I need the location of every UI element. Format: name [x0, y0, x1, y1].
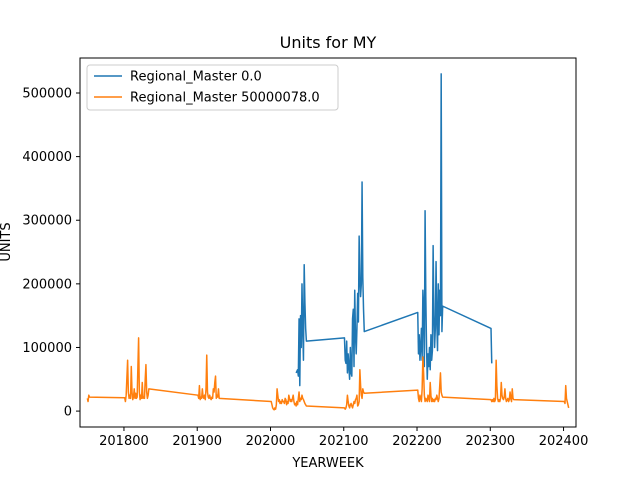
- legend: Regional_Master 0.0 Regional_Master 50000…: [86, 64, 339, 111]
- x-tick-label: 202300: [465, 434, 515, 449]
- y-tick-label: 200000: [22, 277, 72, 292]
- plot-area: [80, 58, 576, 427]
- series-line-1: [295, 73, 493, 387]
- legend-box: [86, 64, 339, 111]
- y-tick-label: 500000: [22, 86, 72, 101]
- y-axis-ticks: 0 100000 200000 300000 400000 500000: [22, 86, 80, 420]
- chart-title: Units for MY: [280, 33, 377, 52]
- y-tick-label: 300000: [22, 214, 72, 229]
- x-axis-ticks: 201800 201900 202000 202100 202200 202300 2024…: [99, 427, 588, 449]
- x-tick-label: 202100: [319, 434, 369, 449]
- y-tick-label: 400000: [22, 150, 72, 165]
- plot-frame: [79, 57, 577, 428]
- x-axis-label: YEARWEEK: [291, 456, 364, 471]
- y-axis-label: UNITS: [0, 222, 14, 261]
- y-tick-label: 100000: [22, 341, 72, 356]
- series-layer: [86, 73, 570, 411]
- legend-label-1: Regional_Master 0.0: [130, 70, 262, 85]
- x-tick-label: 201800: [99, 434, 149, 449]
- x-tick-label: 202200: [392, 434, 442, 449]
- x-tick-label: 202400: [539, 434, 589, 449]
- x-tick-label: 201900: [172, 434, 222, 449]
- x-tick-label: 202000: [246, 434, 296, 449]
- series-line-2: [86, 337, 570, 411]
- y-tick-label: 0: [64, 405, 72, 420]
- legend-label-2: Regional_Master 50000078.0: [130, 91, 320, 106]
